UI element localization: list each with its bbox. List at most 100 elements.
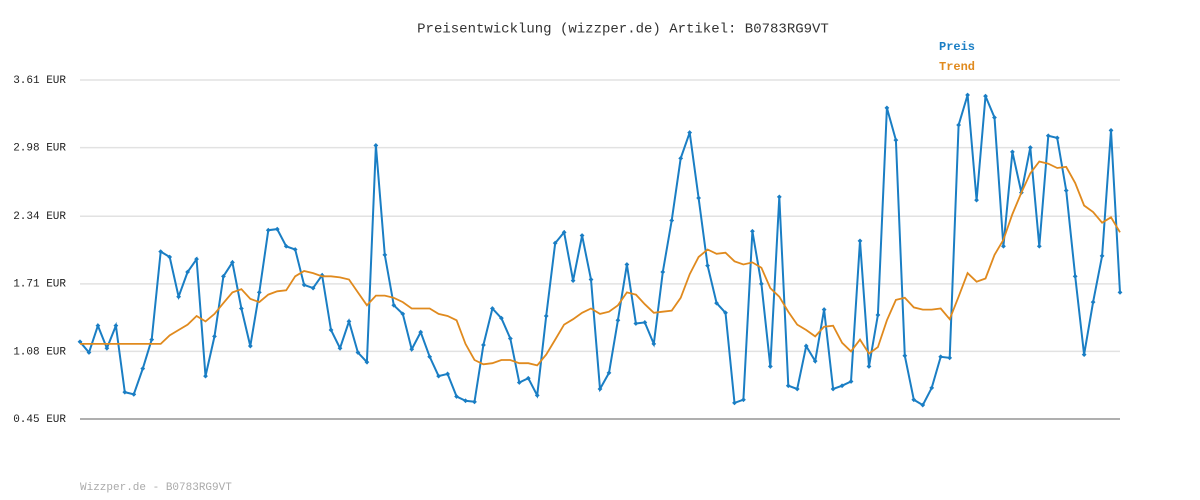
point [1099, 253, 1105, 259]
point [77, 339, 83, 345]
point [597, 386, 603, 392]
point [758, 281, 764, 287]
point [436, 373, 442, 379]
y-tick-label: 1.71 EUR [13, 279, 66, 291]
point [310, 285, 316, 291]
point [86, 350, 92, 355]
point [301, 282, 307, 288]
point [427, 354, 433, 360]
point [723, 310, 728, 316]
point [274, 226, 280, 232]
point [920, 402, 926, 408]
point [875, 312, 881, 318]
point [839, 383, 845, 389]
point [113, 323, 119, 329]
point [176, 294, 182, 300]
point [346, 318, 352, 324]
point [158, 249, 164, 255]
point [364, 359, 370, 365]
footer: Wizzper.de - B0783RG9VT [80, 482, 232, 494]
point [382, 252, 388, 258]
point [319, 272, 325, 278]
point [884, 105, 890, 111]
point [507, 336, 513, 341]
point [588, 277, 594, 282]
point [534, 392, 540, 398]
point [337, 345, 343, 351]
point [1072, 273, 1078, 279]
point [95, 323, 101, 329]
point [1036, 243, 1042, 249]
point [490, 306, 495, 311]
point [678, 155, 684, 161]
point [418, 329, 424, 335]
point [247, 343, 253, 349]
point [983, 93, 988, 99]
y-tick-label: 2.98 EUR [13, 142, 66, 154]
point [481, 342, 486, 348]
point [956, 122, 962, 128]
point [373, 143, 379, 148]
point [938, 354, 944, 360]
point [1054, 135, 1060, 141]
point [1027, 145, 1033, 150]
point [203, 373, 208, 379]
point [1010, 149, 1015, 155]
point [185, 269, 190, 275]
point [947, 355, 953, 361]
point [131, 391, 137, 397]
point [283, 243, 289, 249]
point [212, 333, 217, 339]
point [803, 343, 809, 349]
y-tick-label: 1.08 EUR [13, 346, 66, 358]
point [606, 370, 612, 376]
plot [77, 92, 1123, 408]
point [696, 195, 702, 201]
point [1090, 299, 1096, 305]
point [974, 197, 979, 203]
point [256, 290, 262, 295]
point [140, 366, 146, 371]
point [122, 389, 128, 395]
chart-title: Preisentwicklung (wizzper.de) Artikel: B… [417, 22, 829, 38]
point [624, 262, 630, 267]
point [292, 247, 298, 252]
point [525, 375, 531, 381]
point [561, 229, 567, 235]
legend-entry: Trend [939, 60, 975, 74]
point [543, 313, 549, 319]
point [230, 259, 235, 265]
point [355, 350, 361, 355]
point [741, 397, 746, 403]
point [794, 386, 800, 392]
point [660, 269, 666, 275]
point [911, 397, 917, 403]
point [498, 315, 504, 321]
point [391, 302, 397, 308]
point [1081, 352, 1087, 358]
point [812, 358, 818, 364]
point [265, 227, 271, 233]
point [409, 346, 415, 352]
point [221, 273, 226, 279]
point [848, 379, 854, 384]
point [454, 394, 459, 399]
point [1001, 243, 1006, 249]
point [785, 383, 791, 389]
point [705, 263, 710, 268]
point [776, 194, 782, 200]
point [1063, 188, 1069, 193]
point [965, 92, 970, 98]
point [579, 233, 585, 238]
y-tick-label: 0.45 EUR [13, 414, 66, 426]
point [714, 300, 719, 306]
point [552, 240, 558, 246]
point [570, 278, 576, 284]
point [167, 254, 173, 260]
point [1117, 290, 1123, 295]
y-tick-label: 2.34 EUR [13, 211, 66, 223]
point [830, 386, 836, 392]
point [669, 218, 675, 223]
point [929, 385, 935, 391]
